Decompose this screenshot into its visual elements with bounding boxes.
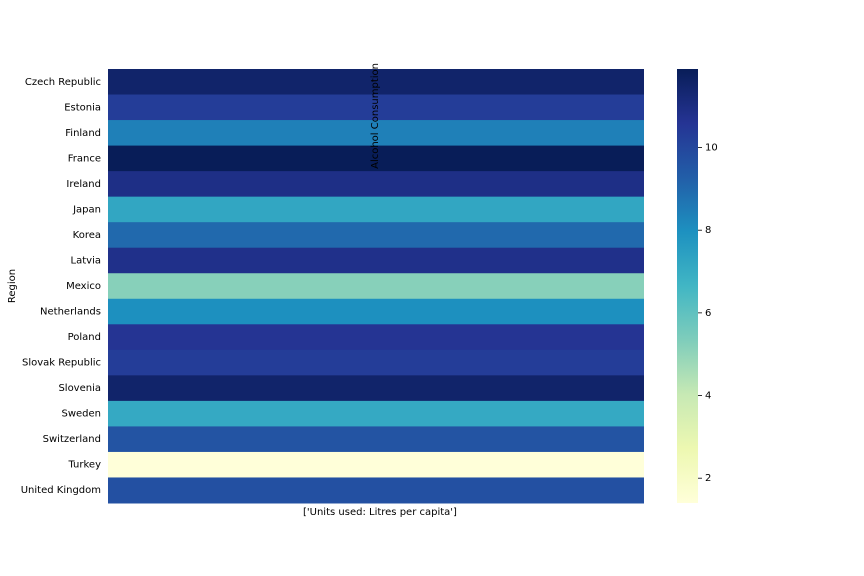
heatmap-cell [108, 247, 644, 274]
y-tick-label: Sweden [61, 409, 101, 420]
y-axis-label: Region [7, 269, 18, 303]
y-tick-label: Slovak Republic [22, 358, 101, 369]
colorbar [677, 69, 698, 503]
heatmap-cell [108, 273, 644, 300]
colorbar-tick-label: 8 [705, 225, 711, 236]
y-tick-label: Netherlands [40, 307, 101, 318]
colorbar-tick-label: 10 [705, 143, 718, 154]
x-axis-label: ['Units used: Litres per capita'] [303, 507, 457, 518]
y-tick-label: Czech Republic [25, 77, 101, 88]
y-tick-label: Latvia [71, 255, 101, 266]
x-tick-label: Alcohol Consumption [370, 63, 381, 169]
colorbar-tick-label: 2 [705, 473, 711, 484]
heatmap-cell [108, 400, 644, 427]
heatmap-cell [108, 451, 644, 478]
heatmap-cell [108, 298, 644, 325]
heatmap-cell [108, 426, 644, 453]
heatmap-cell [108, 324, 644, 351]
y-tick-label: United Kingdom [21, 485, 101, 496]
y-tick-label: Slovenia [58, 383, 101, 394]
heatmap-cell [108, 477, 644, 504]
heatmap-cell [108, 375, 644, 402]
y-tick-label: France [68, 153, 101, 164]
y-tick-label: Korea [73, 230, 101, 241]
heatmap-cell [108, 120, 644, 147]
colorbar-tick-label: 6 [705, 308, 711, 319]
heatmap-cell [108, 69, 644, 96]
y-tick-label: Estonia [64, 102, 101, 113]
y-tick-label: Ireland [66, 179, 101, 190]
heatmap-cell [108, 196, 644, 223]
y-tick-label: Mexico [66, 281, 101, 292]
heatmap-cell [108, 222, 644, 249]
colorbar-tick-label: 4 [705, 391, 711, 402]
y-tick-label: Japan [72, 204, 101, 215]
heatmap-cell [108, 349, 644, 376]
y-tick-label: Finland [65, 128, 101, 139]
heatmap-cell [108, 145, 644, 172]
y-tick-label: Turkey [67, 460, 101, 471]
y-tick-label: Switzerland [43, 434, 101, 445]
heatmap-cell [108, 94, 644, 121]
y-tick-label: Poland [68, 332, 101, 343]
heatmap-cell [108, 171, 644, 198]
